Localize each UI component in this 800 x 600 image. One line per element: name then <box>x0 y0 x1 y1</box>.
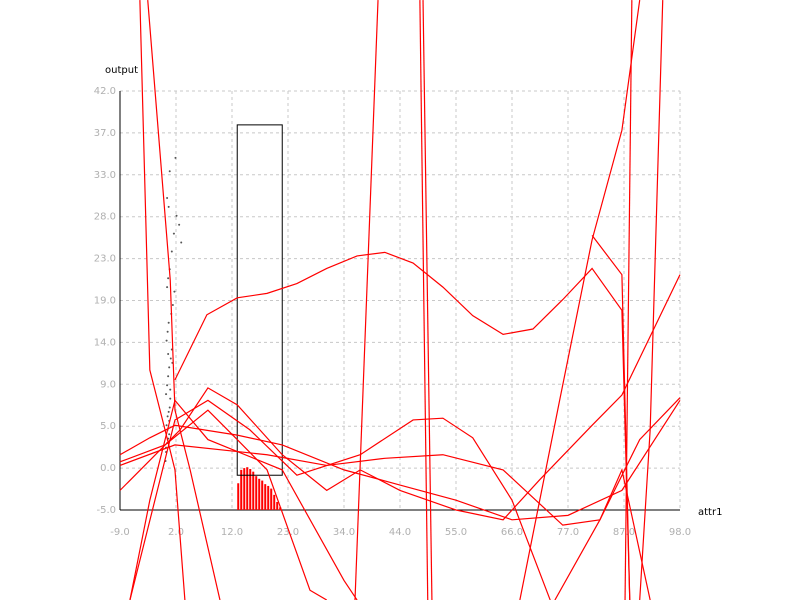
scatter-point <box>168 366 171 369</box>
y-tick-label: 14.0 <box>94 337 116 348</box>
histogram-bar <box>279 507 282 510</box>
series-line <box>354 0 379 600</box>
histogram-bar <box>249 468 252 510</box>
scatter-point <box>166 330 169 333</box>
scatter-point <box>178 223 181 226</box>
x-tick-label: 98.0 <box>669 527 691 538</box>
scatter-point <box>169 397 172 400</box>
scatter-point <box>175 214 178 217</box>
x-tick-label: 77.0 <box>557 527 579 538</box>
x-axis-title: attr1 <box>698 507 722 518</box>
histogram-bar <box>255 476 258 510</box>
region-box <box>236 124 283 476</box>
scatter-point <box>173 290 176 293</box>
x-tick-label: 87.0 <box>613 527 635 538</box>
histogram-bar <box>237 483 240 510</box>
y-tick-label: 5.0 <box>100 421 116 432</box>
histogram-bar <box>252 471 255 510</box>
series-line <box>129 399 358 600</box>
y-tick-label: 9.0 <box>100 379 116 390</box>
scatter-point <box>165 393 168 396</box>
scatter-point <box>167 375 170 378</box>
y-tick-label: 28.0 <box>94 212 116 223</box>
histogram-bar <box>246 467 249 510</box>
series-line <box>419 0 429 600</box>
x-tick-label: 34.0 <box>333 527 355 538</box>
series-line <box>139 0 186 600</box>
series-line <box>119 400 681 521</box>
series-line <box>519 0 641 600</box>
scatter-point <box>174 156 177 159</box>
scatter-point <box>166 384 169 387</box>
scatter-point <box>168 406 171 409</box>
series-line <box>639 0 664 600</box>
y-tick-label: 19.0 <box>94 296 116 307</box>
histogram-bar <box>270 488 273 510</box>
histogram-bar <box>267 485 270 510</box>
series-line <box>147 0 221 600</box>
series-line <box>624 0 633 600</box>
scatter-point <box>172 232 175 235</box>
histogram-bar <box>243 468 246 510</box>
scatter-point <box>166 196 169 199</box>
y-tick-label: 0.0 <box>100 463 116 474</box>
series-line <box>174 251 631 600</box>
y-tick-label: 33.0 <box>94 170 116 181</box>
series-line <box>554 397 681 600</box>
scatter-point <box>167 410 170 413</box>
scatter-point <box>167 205 170 208</box>
scatter-point <box>166 415 169 418</box>
scatter-point <box>165 339 168 342</box>
x-tick-label: 55.0 <box>445 527 467 538</box>
y-tick-label: -5.0 <box>96 505 116 516</box>
x-tick-label: 66.0 <box>501 527 523 538</box>
histogram-bar <box>276 501 279 510</box>
x-tick-label: -9.0 <box>110 527 130 538</box>
histogram-bar <box>258 478 261 510</box>
series-line <box>119 409 328 600</box>
series-line <box>129 399 551 600</box>
scatter-point <box>167 352 170 355</box>
histogram-bar <box>273 494 276 510</box>
scatter-point <box>180 241 183 244</box>
x-tick-label: 2.0 <box>168 527 184 538</box>
x-tick-label: 44.0 <box>389 527 411 538</box>
scatter-point <box>168 433 171 436</box>
scatter-point <box>171 303 174 306</box>
scatter-point <box>170 250 173 253</box>
scatter-point <box>167 277 170 280</box>
scatter-point <box>169 357 172 360</box>
y-tick-label: 37.0 <box>94 128 116 139</box>
y-axis-title: output <box>105 65 138 76</box>
histogram-bar <box>264 484 267 510</box>
scatter-point <box>169 388 172 391</box>
x-tick-label: 23.0 <box>277 527 299 538</box>
x-tick-label: 12.0 <box>221 527 243 538</box>
scatter-point <box>165 424 168 427</box>
y-tick-label: 42.0 <box>94 86 116 97</box>
histogram-bar <box>240 469 243 510</box>
y-tick-label: 23.0 <box>94 254 116 265</box>
scatter-point <box>168 170 171 173</box>
series-line <box>422 0 433 600</box>
scatter-point <box>167 321 170 324</box>
series-line <box>591 235 631 600</box>
histogram-bar <box>261 480 264 510</box>
scatter-point <box>166 286 169 289</box>
